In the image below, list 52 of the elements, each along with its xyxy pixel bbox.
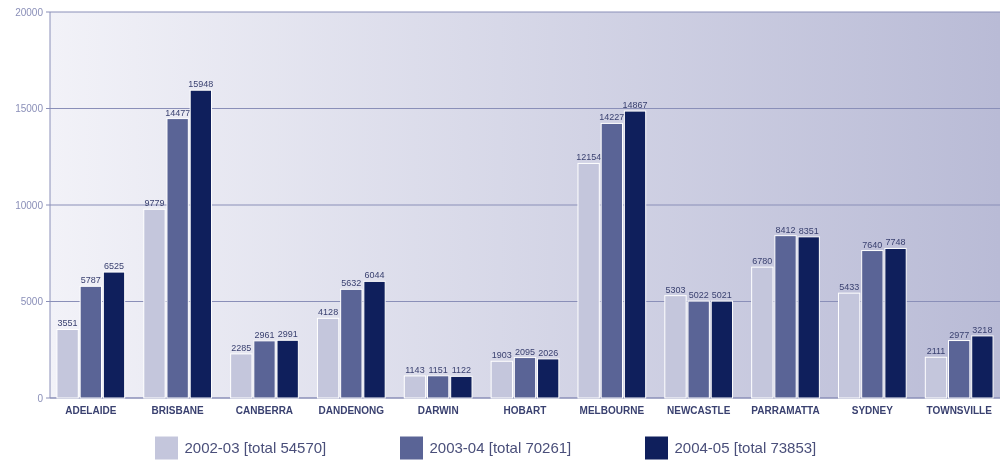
x-tick-label: ADELAIDE — [65, 405, 117, 416]
data-label: 3218 — [972, 324, 993, 335]
data-label: 2991 — [277, 329, 298, 340]
y-tick-label: 20000 — [15, 6, 44, 18]
data-label: 4128 — [318, 307, 339, 318]
data-label: 14227 — [599, 112, 625, 123]
data-label: 5787 — [80, 275, 101, 286]
data-label: 5022 — [688, 290, 709, 301]
data-label: 1151 — [428, 364, 448, 375]
x-tick-label: MELBOURNE — [579, 405, 645, 416]
data-label: 3551 — [57, 318, 78, 329]
data-label: 9779 — [144, 198, 165, 209]
y-tick-label: 5000 — [20, 296, 44, 307]
data-label: 5303 — [665, 284, 686, 295]
x-tick-label: PARRAMATTA — [751, 405, 820, 416]
x-tick-label: TOWNSVILLE — [926, 405, 993, 416]
x-tick-label: DANDENONG — [318, 405, 385, 416]
y-tick-label: 15000 — [15, 103, 44, 114]
data-label: 2961 — [254, 329, 275, 340]
data-label: 8412 — [775, 224, 796, 235]
data-label: 14477 — [165, 107, 191, 118]
y-tick-label: 10000 — [15, 199, 44, 211]
data-label: 12154 — [576, 152, 602, 163]
data-label: 2026 — [538, 347, 559, 358]
legend-label: 2004-05 [total 73853] — [674, 439, 817, 457]
x-tick-label: NEWCASTLE — [667, 405, 731, 416]
data-label: 2285 — [231, 342, 252, 353]
data-label: 8351 — [798, 225, 819, 236]
x-tick-label: DARWIN — [417, 405, 459, 416]
data-label: 1122 — [451, 365, 472, 376]
data-label: 7640 — [862, 239, 883, 250]
data-label: 5021 — [711, 290, 732, 301]
y-tick-label: 0 — [37, 392, 44, 404]
x-tick-label: CANBERRA — [235, 405, 294, 416]
data-label: 7748 — [885, 237, 906, 248]
data-label: 5632 — [341, 278, 362, 289]
data-label: 6780 — [752, 256, 773, 267]
data-label: 14867 — [622, 100, 648, 111]
x-tick-label: BRISBANE — [151, 405, 205, 416]
data-label: 6044 — [364, 270, 385, 281]
data-label: 2095 — [514, 346, 536, 357]
data-label: 5433 — [839, 282, 860, 293]
legend-label: 2002-03 [total 54570] — [184, 439, 327, 457]
x-tick-label: SYDNEY — [851, 405, 894, 416]
data-label: 2111 — [926, 346, 946, 357]
data-label: 15948 — [188, 79, 214, 90]
legend-label: 2003-04 [total 70261] — [429, 439, 572, 457]
data-label: 1143 — [405, 364, 425, 375]
x-tick-label: HOBART — [503, 405, 547, 416]
data-label: 1903 — [491, 350, 512, 361]
data-label: 2977 — [949, 329, 970, 340]
data-label: 6525 — [103, 261, 125, 272]
